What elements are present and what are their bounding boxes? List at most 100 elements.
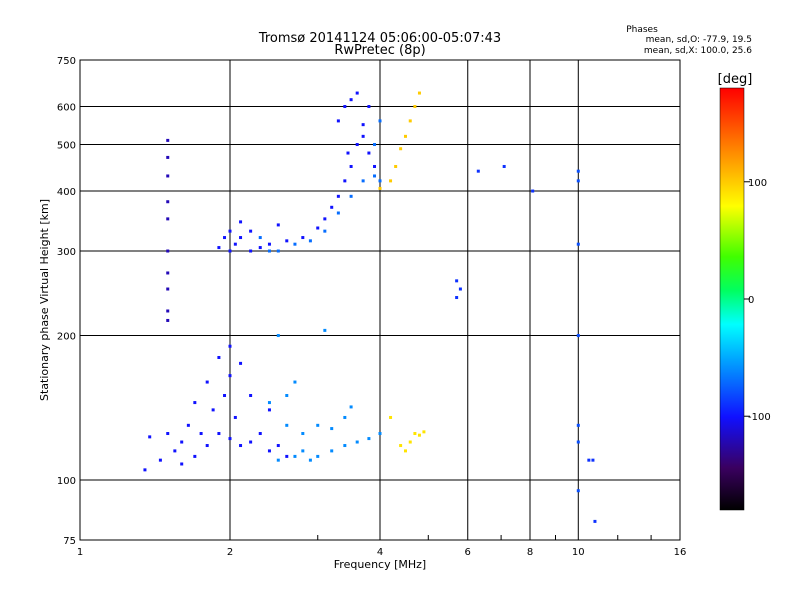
data-point: [166, 138, 170, 142]
data-point: [143, 468, 147, 472]
colorbar-ticks: 100 0 -100: [744, 178, 771, 423]
data-point: [323, 328, 327, 332]
data-point: [180, 462, 184, 466]
data-point: [458, 287, 462, 291]
data-point: [267, 242, 271, 246]
data-point: [249, 249, 253, 253]
data-point: [239, 236, 243, 240]
data-point: [343, 415, 347, 419]
data-point: [399, 444, 403, 448]
data-point: [361, 123, 365, 127]
x-tick-label: 2: [227, 547, 233, 558]
data-point: [228, 344, 232, 348]
data-point: [408, 440, 412, 444]
data-point: [276, 223, 280, 227]
data-point: [293, 380, 297, 384]
data-point: [343, 179, 347, 183]
data-point: [330, 449, 334, 453]
x-tick-label: 16: [674, 547, 687, 558]
data-point: [349, 194, 353, 198]
data-point: [199, 432, 203, 436]
data-point: [285, 394, 289, 398]
colorbar-tick-label: -100: [748, 412, 771, 423]
data-point: [276, 458, 280, 462]
data-point: [367, 105, 371, 109]
data-point: [228, 229, 232, 233]
data-point: [205, 380, 209, 384]
data-point: [343, 105, 347, 109]
data-point: [378, 432, 382, 436]
data-point: [316, 226, 320, 230]
data-point: [593, 519, 597, 523]
data-point: [211, 408, 215, 412]
y-tick-label: 400: [57, 187, 76, 198]
data-point: [576, 423, 580, 427]
data-point: [361, 134, 365, 138]
data-point: [205, 444, 209, 448]
data-point: [408, 119, 412, 123]
data-point: [158, 458, 162, 462]
data-point: [285, 423, 289, 427]
data-point: [373, 164, 377, 168]
data-point: [316, 423, 320, 427]
data-point: [502, 164, 506, 168]
data-point: [193, 401, 197, 405]
data-point: [373, 143, 377, 147]
x-tick-label: 8: [527, 547, 533, 558]
data-point: [180, 440, 184, 444]
data-point: [166, 287, 170, 291]
y-tick-label: 600: [57, 103, 76, 114]
data-point: [323, 217, 327, 221]
data-point: [399, 147, 403, 151]
y-tick-label: 100: [57, 476, 76, 487]
data-point: [330, 427, 334, 431]
data-point: [223, 236, 227, 240]
data-point: [233, 415, 237, 419]
data-point: [166, 217, 170, 221]
data-point: [316, 454, 320, 458]
data-point: [293, 242, 297, 246]
data-point: [166, 249, 170, 253]
data-point: [276, 334, 280, 338]
data-point: [249, 394, 253, 398]
data-point: [186, 423, 190, 427]
data-point: [336, 211, 340, 215]
data-point: [239, 361, 243, 365]
data-point: [576, 334, 580, 338]
data-point: [336, 119, 340, 123]
data-point: [148, 435, 152, 439]
stats-line-o: mean, sd,O: -77.9, 19.5: [646, 35, 752, 45]
plot-frame: [79, 59, 681, 541]
data-point: [166, 432, 170, 436]
data-point: [367, 437, 371, 441]
y-tick-label: 750: [57, 56, 76, 67]
data-point: [166, 318, 170, 322]
data-point: [223, 394, 227, 398]
colorbar-label: [deg]: [718, 72, 753, 87]
data-point: [276, 249, 280, 253]
y-tick-label: 200: [57, 332, 76, 343]
data-point: [166, 155, 170, 159]
data-point: [389, 415, 393, 419]
data-point: [193, 454, 197, 458]
data-point: [349, 164, 353, 168]
colorbar-tick-label: 100: [748, 178, 767, 189]
data-point: [343, 444, 347, 448]
stats-title: Phases: [626, 25, 658, 35]
data-point: [323, 229, 327, 233]
data-point: [355, 440, 359, 444]
x-tick-label: 10: [572, 547, 585, 558]
data-point: [217, 246, 221, 250]
data-point: [228, 374, 232, 378]
data-point: [591, 458, 595, 462]
data-point: [258, 432, 262, 436]
data-point: [576, 440, 580, 444]
stats-line-x: mean, sd,X: 100.0, 25.6: [644, 46, 752, 56]
data-point: [166, 309, 170, 313]
data-point: [285, 454, 289, 458]
data-point: [389, 179, 393, 183]
data-point: [587, 458, 591, 462]
data-point: [276, 444, 280, 448]
data-point: [166, 174, 170, 178]
data-point: [394, 164, 398, 168]
